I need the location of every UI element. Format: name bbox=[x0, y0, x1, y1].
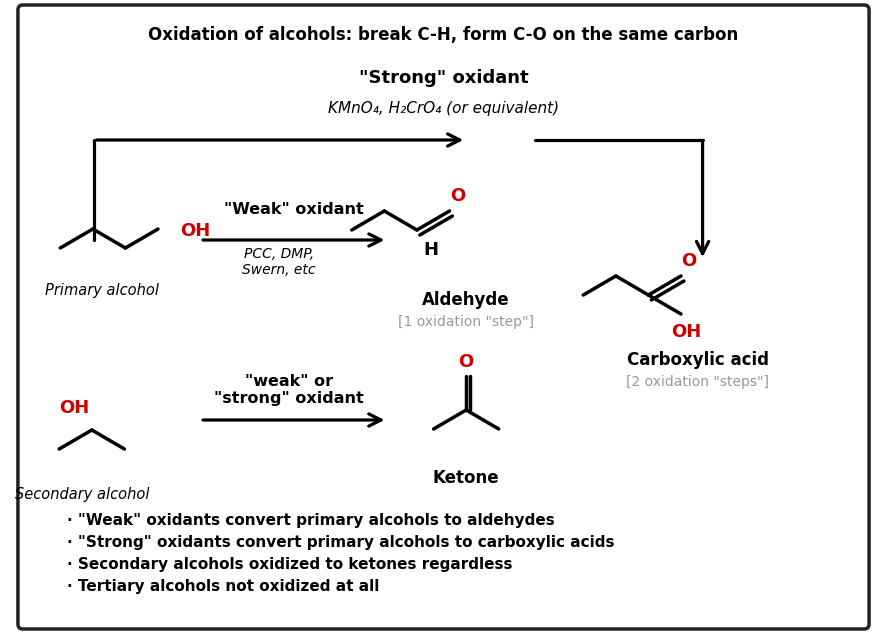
Text: "Strong" oxidant: "Strong" oxidant bbox=[358, 69, 528, 87]
Text: O: O bbox=[450, 187, 465, 205]
Text: PCC, DMP,
Swern, etc: PCC, DMP, Swern, etc bbox=[242, 247, 316, 277]
Text: Oxidation of alcohols: break C-H, form C-O on the same carbon: Oxidation of alcohols: break C-H, form C… bbox=[149, 26, 739, 44]
Text: O: O bbox=[459, 353, 474, 371]
Text: · "Strong" oxidants convert primary alcohols to carboxylic acids: · "Strong" oxidants convert primary alco… bbox=[67, 534, 614, 550]
Text: OH: OH bbox=[670, 323, 701, 341]
Text: O: O bbox=[681, 252, 697, 270]
FancyBboxPatch shape bbox=[18, 5, 869, 629]
Text: [2 oxidation "steps"]: [2 oxidation "steps"] bbox=[626, 375, 769, 389]
Text: H: H bbox=[423, 241, 438, 259]
Text: Secondary alcohol: Secondary alcohol bbox=[15, 488, 149, 503]
Text: KMnO₄, H₂CrO₄ (or equivalent): KMnO₄, H₂CrO₄ (or equivalent) bbox=[328, 101, 559, 115]
Text: Ketone: Ketone bbox=[433, 469, 499, 487]
Text: OH: OH bbox=[180, 222, 210, 240]
Text: OH: OH bbox=[59, 399, 89, 417]
Text: · Secondary alcohols oxidized to ketones regardless: · Secondary alcohols oxidized to ketones… bbox=[67, 557, 513, 571]
Text: "Weak" oxidant: "Weak" oxidant bbox=[224, 202, 364, 217]
Text: Aldehyde: Aldehyde bbox=[422, 291, 510, 309]
Text: · "Weak" oxidants convert primary alcohols to aldehydes: · "Weak" oxidants convert primary alcoho… bbox=[67, 512, 555, 527]
Text: Primary alcohol: Primary alcohol bbox=[45, 283, 159, 297]
Text: Carboxylic acid: Carboxylic acid bbox=[627, 351, 768, 369]
Text: "weak" or
"strong" oxidant: "weak" or "strong" oxidant bbox=[214, 374, 364, 406]
Text: · Tertiary alcohols not oxidized at all: · Tertiary alcohols not oxidized at all bbox=[67, 578, 379, 593]
Text: [1 oxidation "step"]: [1 oxidation "step"] bbox=[399, 315, 534, 329]
